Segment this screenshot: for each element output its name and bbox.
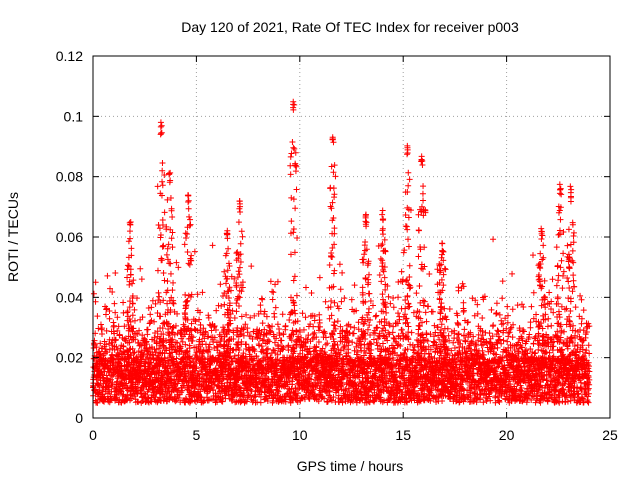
data-point [112,270,119,277]
data-point [133,295,140,302]
data-point [114,347,121,354]
data-point [147,398,154,405]
data-point [112,336,119,343]
data-point [99,330,106,337]
data-point [131,317,138,324]
data-point [112,386,119,393]
data-point [106,315,113,322]
data-point [112,309,119,316]
data-point [120,299,127,306]
data-point [106,340,113,347]
data-point [131,349,138,356]
data-point [93,399,100,406]
grid-lines [93,56,610,418]
data-point [152,300,159,307]
data-point [103,341,110,348]
data-point [153,340,160,347]
data-point [94,399,101,406]
data-point [108,396,115,403]
data-point [90,290,97,297]
data-point [123,380,130,387]
data-point [108,339,115,346]
data-point [104,272,111,279]
data-point [110,355,117,362]
data-point [138,276,145,283]
data-point [135,398,142,405]
data-point [114,327,121,334]
data-point [137,265,144,272]
data-point [134,384,141,391]
data-point [99,374,106,381]
data-point [144,331,151,338]
data-point [103,327,110,334]
data-point [92,298,99,305]
data-point [131,306,138,313]
data-point [143,341,150,348]
data-point [113,343,120,350]
data-point [144,348,151,355]
data-point [131,393,138,400]
data-point [149,297,156,304]
data-point [154,309,161,316]
data-point [95,381,102,388]
data-point [115,323,122,330]
data-point [97,340,104,347]
data-point [109,351,116,358]
data-point [92,279,99,286]
data-point [144,326,151,333]
data-point [154,328,161,335]
data-point [110,322,117,329]
data-point [109,289,116,295]
data-point [148,304,155,311]
data-point [116,331,123,338]
data-point [92,386,99,393]
data-point [111,300,118,307]
data-point [111,330,118,337]
data-point [96,387,103,394]
data-point [152,349,159,356]
data-point [120,343,127,350]
data-point [97,321,104,328]
data-point [139,314,146,321]
data-point [114,378,121,385]
data-point [99,325,106,332]
data-point [127,333,134,340]
data-point [136,327,143,334]
data-point [134,330,141,337]
data-point [121,323,128,330]
data-point [148,359,155,366]
data-point [156,293,163,300]
data-point [93,344,100,351]
data-point [148,317,155,324]
data-point [103,378,110,385]
data-point [155,345,162,352]
data-point [139,332,146,339]
data-point [103,305,110,312]
data-points [90,98,593,406]
data-point [145,305,152,312]
data-point [94,313,101,320]
data-point [116,396,123,403]
data-point [147,311,154,318]
data-point [91,337,98,344]
data-point [141,390,148,397]
data-point [106,308,113,315]
data-point [124,309,131,316]
data-point [107,285,114,292]
data-point [151,318,158,325]
data-point [114,314,121,321]
data-point [96,382,103,389]
